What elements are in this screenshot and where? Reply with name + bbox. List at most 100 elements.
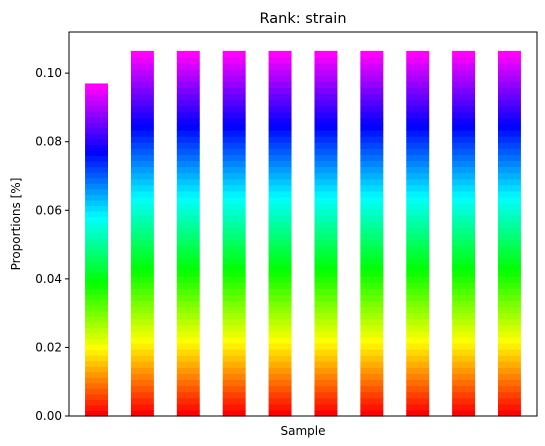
bar-segment bbox=[85, 100, 108, 107]
bar-segment bbox=[85, 138, 108, 145]
bar-segment bbox=[406, 373, 430, 381]
bar-segment bbox=[406, 324, 430, 332]
bar-segment bbox=[176, 257, 200, 265]
bar-segment bbox=[360, 190, 384, 198]
bar-segment bbox=[268, 324, 292, 332]
bar-segment bbox=[130, 75, 154, 82]
bar-segment bbox=[360, 403, 384, 411]
bar-segment bbox=[130, 251, 154, 259]
bar-segment bbox=[406, 257, 430, 265]
bar-segment bbox=[314, 81, 338, 88]
bar-segment bbox=[176, 361, 200, 368]
bar-segment bbox=[314, 367, 338, 374]
bar-segment bbox=[314, 154, 338, 161]
bar-segment bbox=[360, 56, 384, 64]
bar-segment bbox=[314, 361, 338, 368]
bar-segment bbox=[498, 123, 521, 131]
bar-segment bbox=[130, 227, 154, 235]
bar-segment bbox=[314, 99, 338, 107]
bar-2 bbox=[130, 50, 154, 417]
bar-segment bbox=[176, 178, 200, 186]
bar-segment bbox=[452, 349, 476, 356]
bar-segment bbox=[85, 266, 108, 273]
bar-segment bbox=[452, 221, 476, 228]
bar-segment bbox=[268, 373, 292, 381]
bar-segment bbox=[85, 105, 108, 112]
bar-segment bbox=[452, 160, 476, 168]
bar-segment bbox=[176, 306, 200, 314]
bar-segment bbox=[498, 367, 521, 374]
bar-segment bbox=[222, 99, 246, 107]
bar-segment bbox=[85, 310, 108, 317]
bar-segment bbox=[406, 81, 430, 88]
bar-segment bbox=[452, 269, 476, 277]
bar-segment bbox=[85, 382, 108, 389]
bar-segment bbox=[130, 373, 154, 381]
y-axis-ticks: 0.00 0.02 0.04 0.06 0.08 0.10 bbox=[35, 66, 69, 423]
bar-segment bbox=[176, 154, 200, 161]
bar-segment bbox=[222, 342, 246, 350]
bar-segment bbox=[406, 190, 430, 198]
bar-segment bbox=[498, 117, 521, 125]
bar-segment bbox=[498, 233, 521, 241]
bar-segment bbox=[498, 391, 521, 399]
bar-segment bbox=[130, 397, 154, 405]
bar-segment bbox=[176, 111, 200, 119]
bar-segment bbox=[360, 361, 384, 368]
bar-segment bbox=[268, 330, 292, 338]
bar-segment bbox=[360, 117, 384, 125]
bar-segment bbox=[360, 391, 384, 399]
bar-segment bbox=[268, 184, 292, 192]
bar-segment bbox=[452, 251, 476, 259]
bar-segment bbox=[268, 190, 292, 198]
bar-segment bbox=[176, 251, 200, 259]
bar-segment bbox=[222, 69, 246, 76]
bar-segment bbox=[406, 166, 430, 174]
bar-segment bbox=[314, 221, 338, 228]
bar-segment bbox=[85, 116, 108, 123]
bar-segment bbox=[176, 373, 200, 381]
bar-segment bbox=[176, 324, 200, 332]
bar-segment bbox=[268, 196, 292, 204]
bar-segment bbox=[452, 245, 476, 253]
bar-5 bbox=[268, 50, 292, 417]
bar-segment bbox=[130, 81, 154, 88]
bar-segment bbox=[498, 56, 521, 64]
bar-segment bbox=[406, 300, 430, 308]
bar-1 bbox=[85, 83, 108, 417]
bar-segment bbox=[360, 93, 384, 101]
bar-segment bbox=[222, 203, 246, 210]
bar-segment bbox=[222, 282, 246, 289]
bar-segment bbox=[360, 142, 384, 149]
bar-segment bbox=[314, 105, 338, 113]
bar-segment bbox=[452, 166, 476, 174]
bar-segment bbox=[130, 154, 154, 161]
bar-segment bbox=[222, 288, 246, 295]
bar-segment bbox=[360, 166, 384, 174]
bar-segment bbox=[498, 227, 521, 235]
bar-segment bbox=[360, 209, 384, 216]
bar-segment bbox=[130, 148, 154, 155]
bar-segment bbox=[360, 123, 384, 131]
bar-segment bbox=[498, 306, 521, 314]
bar-segment bbox=[360, 288, 384, 295]
bar-segment bbox=[268, 93, 292, 101]
bar-segment bbox=[452, 330, 476, 338]
bar-segment bbox=[360, 349, 384, 356]
bar-segment bbox=[406, 105, 430, 113]
bar-segment bbox=[222, 190, 246, 198]
bar-7 bbox=[360, 50, 384, 417]
bar-segment bbox=[130, 136, 154, 143]
bar-segment bbox=[130, 349, 154, 356]
bar-segment bbox=[452, 355, 476, 362]
bar-segment bbox=[498, 373, 521, 381]
bar-segment bbox=[314, 129, 338, 137]
bar-segment bbox=[360, 379, 384, 387]
bar-segment bbox=[268, 367, 292, 374]
bar-segment bbox=[360, 294, 384, 301]
bar-segment bbox=[130, 190, 154, 198]
bar-segment bbox=[176, 166, 200, 174]
bar-segment bbox=[130, 379, 154, 387]
y-tick-label: 0.00 bbox=[35, 409, 62, 423]
bar-segment bbox=[268, 129, 292, 137]
